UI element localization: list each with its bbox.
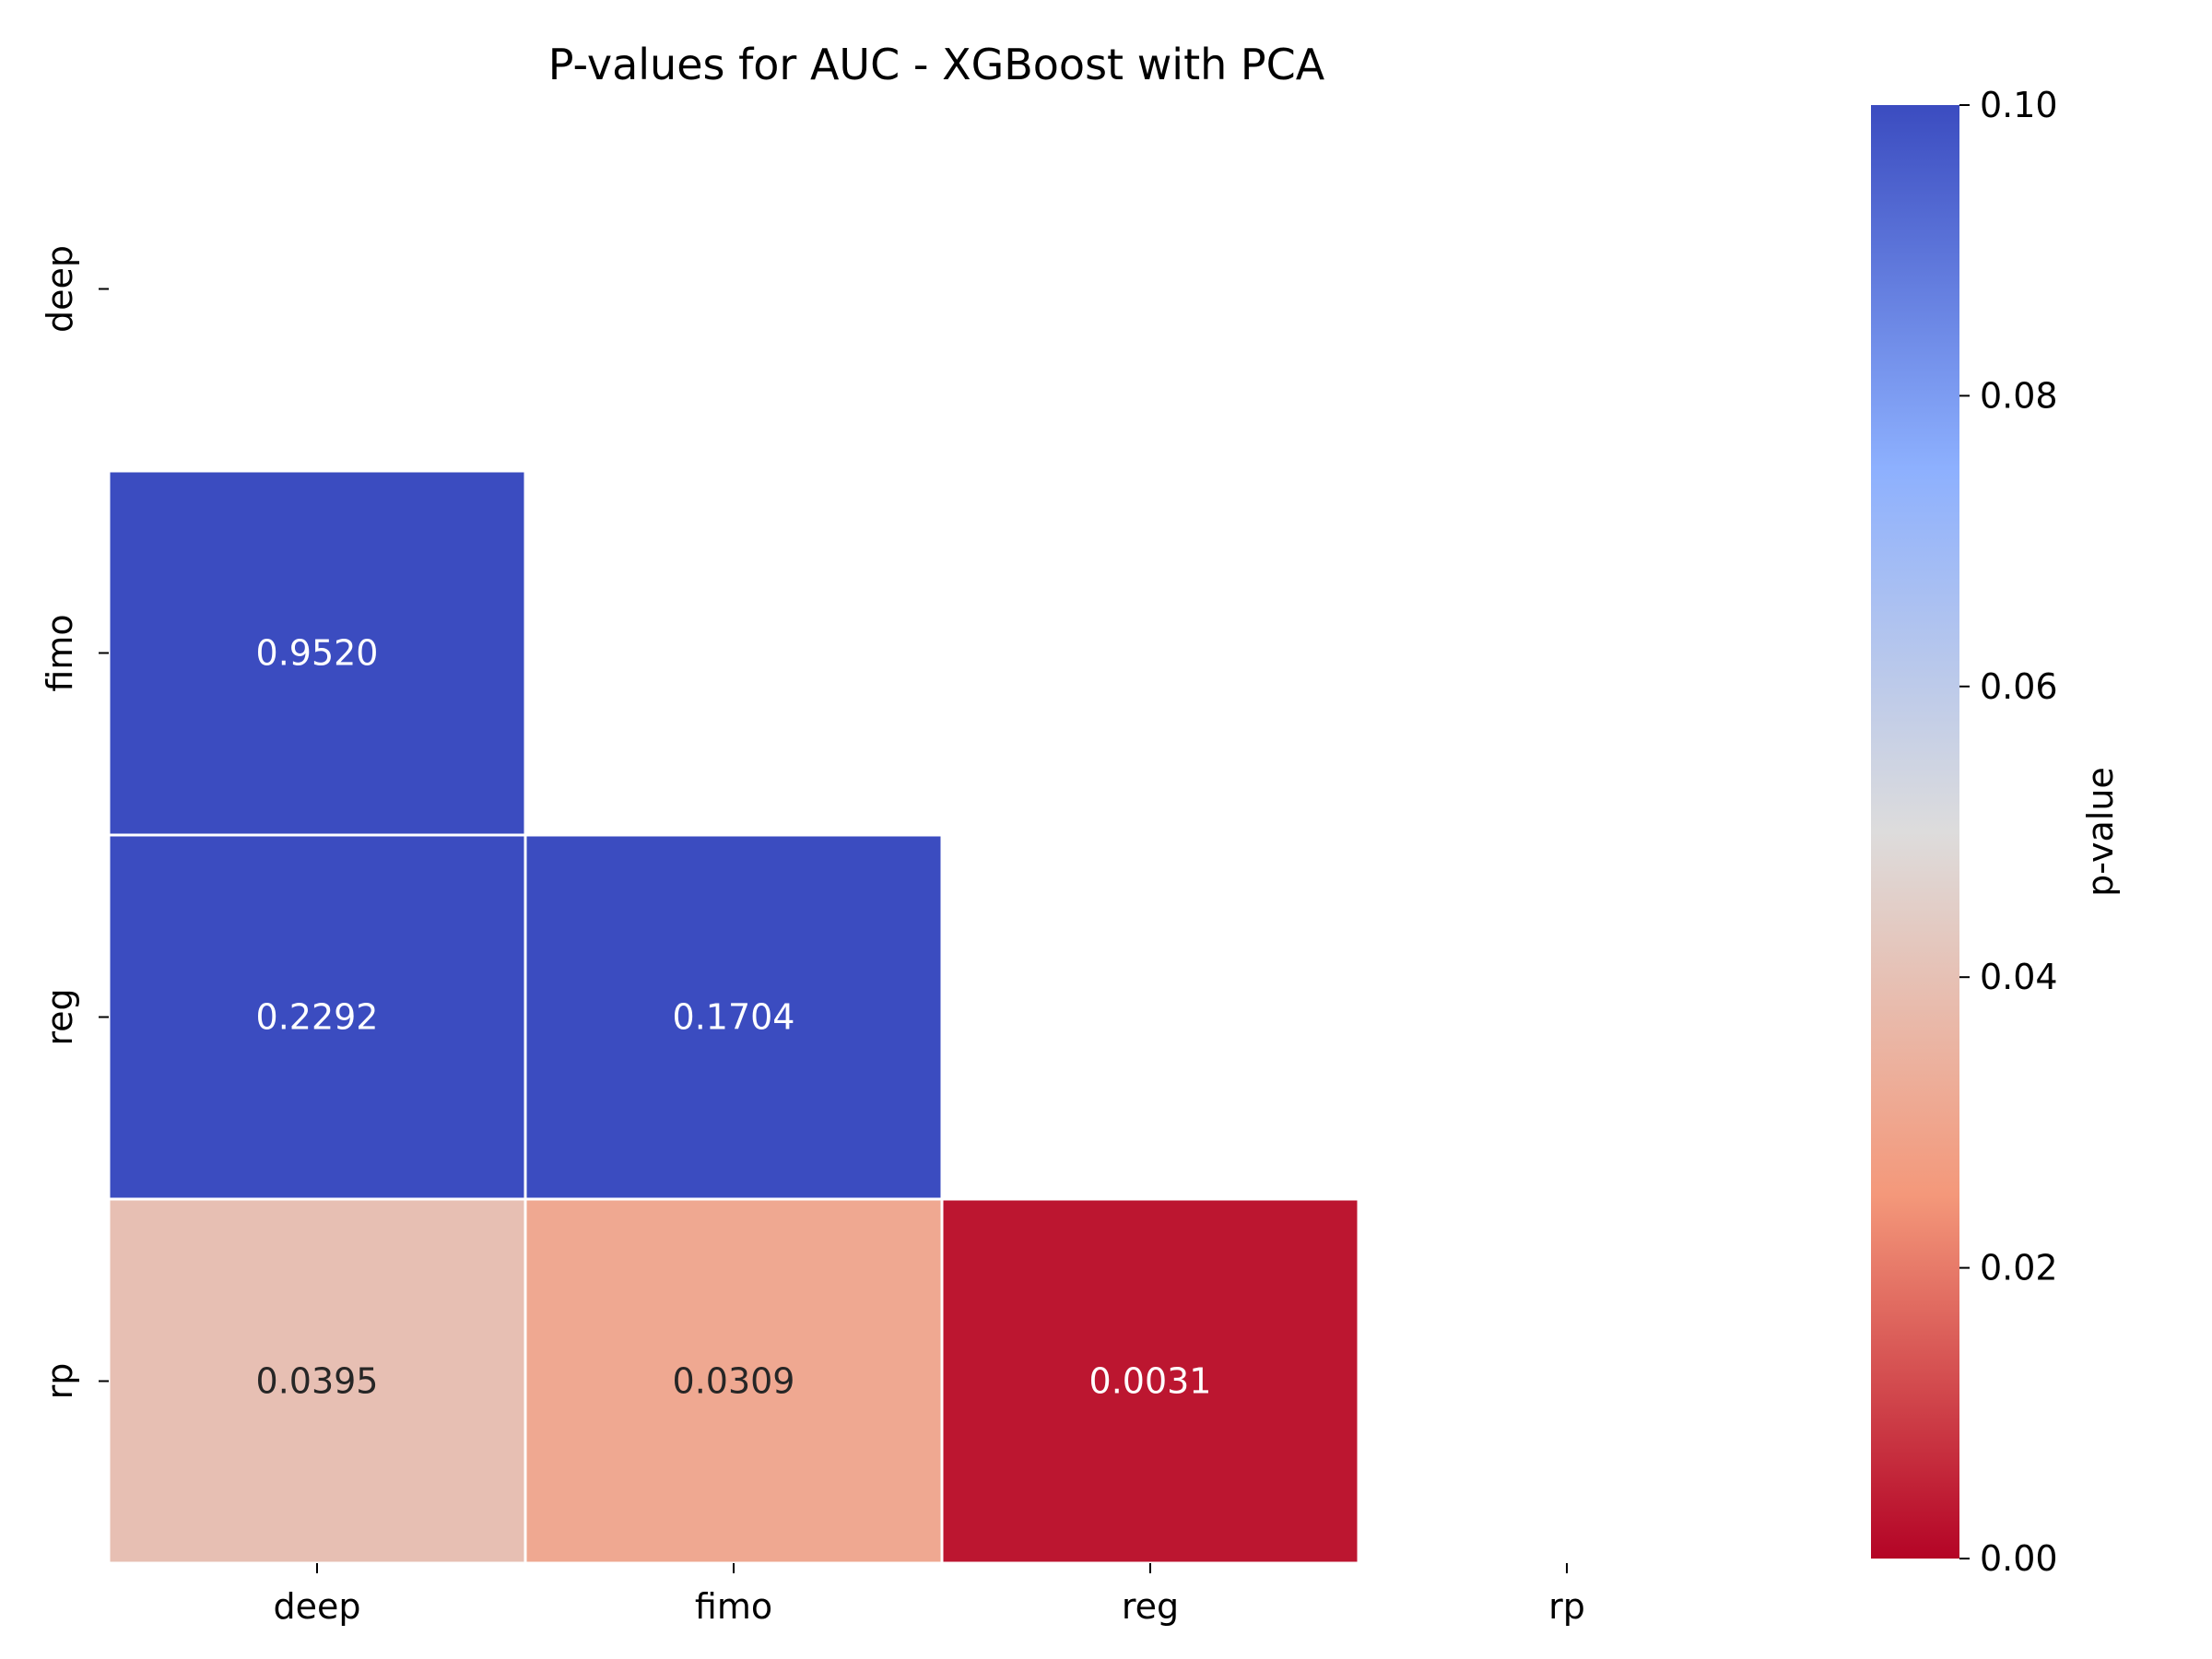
heatmap-cell-reg-deep [107,833,527,1201]
y-tick-label-reg: reg [40,988,80,1045]
y-tick-label-deep: deep [40,245,80,333]
x-tick-label-deep: deep [274,1586,361,1627]
cell-value-label: 0.1704 [673,997,795,1038]
heatmap-cells: 0.9520 0.2292 0.1704 0.0395 0.0309 0.0031 [107,469,1360,1565]
y-tick-label-fimo: fimo [40,614,80,691]
heatmap-cell-fimo-deep [107,469,527,837]
heatmap-cell-rp-deep [107,1197,527,1565]
chart-title: P-values for AUC - XGBoost with PCA [548,40,1325,89]
heatmap-cell-reg-fimo [524,833,944,1201]
colorbar-tick-label: 0.06 [1980,666,2058,707]
y-tick-label-rp: rp [40,1363,80,1400]
x-tick-label-reg: reg [1122,1586,1179,1627]
cell-value-label: 0.0309 [673,1361,795,1402]
colorbar-tick-label: 0.10 [1980,85,2058,125]
colorbar-tick-label: 0.04 [1980,957,2058,997]
cell-value-label: 0.0031 [1089,1361,1212,1402]
colorbar-tick-label: 0.08 [1980,375,2058,416]
y-axis: deep fimo reg rp [40,245,109,1399]
cell-value-label: 0.9520 [256,633,379,674]
colorbar-tick-label: 0.02 [1980,1248,2058,1288]
cell-value-label: 0.2292 [256,997,379,1038]
cell-value-label: 0.0395 [256,1361,379,1402]
colorbar-ticks: 0.00 0.02 0.04 0.06 0.08 0.10 [1959,85,2058,1579]
heatmap-cell-rp-reg [940,1197,1360,1565]
colorbar-gradient [1871,105,1959,1559]
x-axis: deep fimo reg rp [274,1563,1585,1627]
heatmap-cell-rp-fimo [524,1197,944,1565]
colorbar-label: p-value [2080,767,2121,897]
x-tick-label-rp: rp [1548,1586,1585,1627]
colorbar: 0.00 0.02 0.04 0.06 0.08 0.10 p-value [1871,85,2121,1579]
x-tick-label-fimo: fimo [695,1586,772,1627]
colorbar-tick-label: 0.00 [1980,1538,2058,1579]
